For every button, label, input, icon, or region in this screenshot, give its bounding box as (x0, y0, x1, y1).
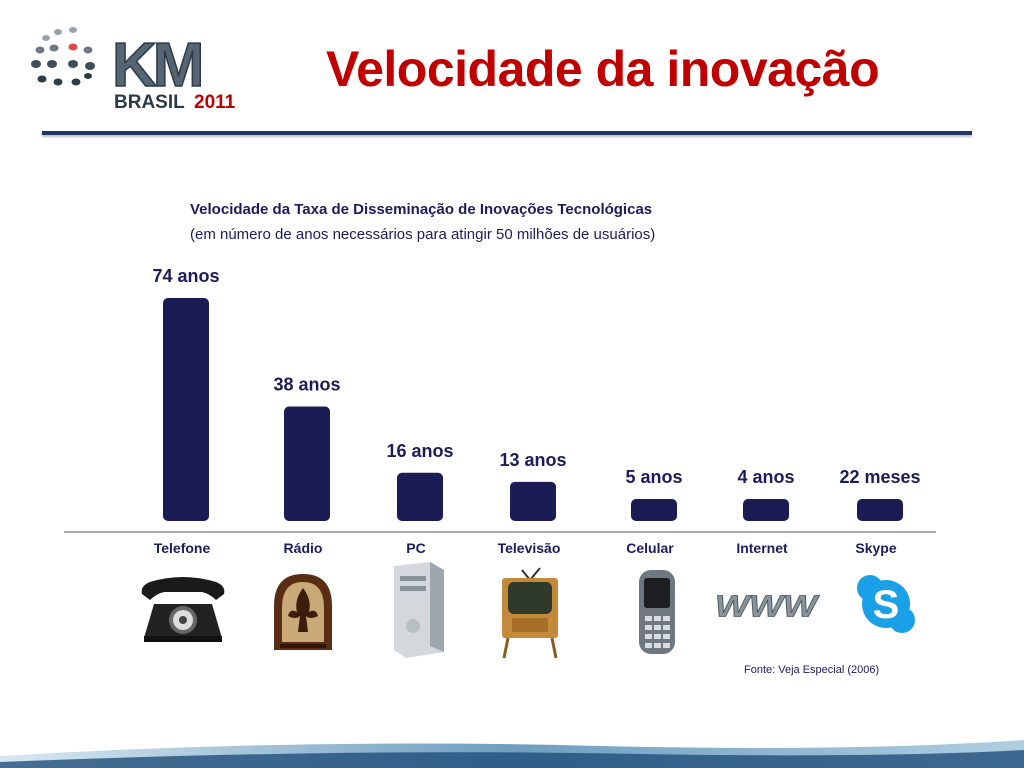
bar-skype (857, 499, 903, 521)
category-label: PC (406, 540, 425, 556)
footer-wave (0, 740, 1024, 768)
bar-rádio (284, 406, 330, 521)
bar-pc (397, 472, 443, 521)
telephone-icon (141, 577, 225, 642)
chart-subtitle: (em número de anos necessários para atin… (190, 226, 656, 243)
category-label: Telefone (154, 540, 211, 556)
bar-chart: 74 anos Telefone 38 anos Rádio 16 anos PC 13 a… (64, 266, 936, 556)
value-label: 5 anos (625, 467, 682, 487)
value-label: 13 anos (499, 450, 566, 470)
slide-title: Velocidade da inovação (326, 41, 880, 97)
www-icon: WWW (715, 590, 820, 625)
category-label: Rádio (284, 540, 323, 556)
value-label: 74 anos (152, 266, 219, 286)
value-label: 38 anos (273, 374, 340, 394)
television-icon (502, 567, 558, 659)
pc-icon (394, 562, 444, 658)
category-label: Celular (626, 540, 674, 556)
value-label: 16 anos (386, 441, 453, 461)
source-note: Fonte: Veja Especial (2006) (744, 664, 880, 676)
radio-icon (274, 574, 332, 650)
category-label: Internet (736, 540, 788, 556)
bar-televisão (510, 481, 556, 521)
logo-brasil-text: BRASIL (114, 92, 185, 113)
skype-letter: S (873, 583, 900, 627)
bar-internet (743, 499, 789, 521)
category-label: Skype (855, 540, 896, 556)
chart-title: Velocidade da Taxa de Disseminação de In… (190, 201, 653, 218)
dots-globe-icon (31, 27, 95, 86)
km-brasil-logo: KM BRASIL 2011 (31, 27, 236, 113)
header-divider (42, 131, 972, 135)
www-text: WWW (715, 590, 820, 624)
value-label: 22 meses (839, 467, 920, 487)
value-label: 4 anos (737, 467, 794, 487)
category-label: Televisão (498, 540, 561, 556)
skype-icon: S (857, 575, 915, 633)
bar-telefone (163, 298, 209, 521)
logo-year-text: 2011 (194, 92, 236, 113)
logo-km-text: KM (112, 31, 201, 100)
bar-celular (631, 499, 677, 521)
cellphone-icon (639, 570, 675, 654)
